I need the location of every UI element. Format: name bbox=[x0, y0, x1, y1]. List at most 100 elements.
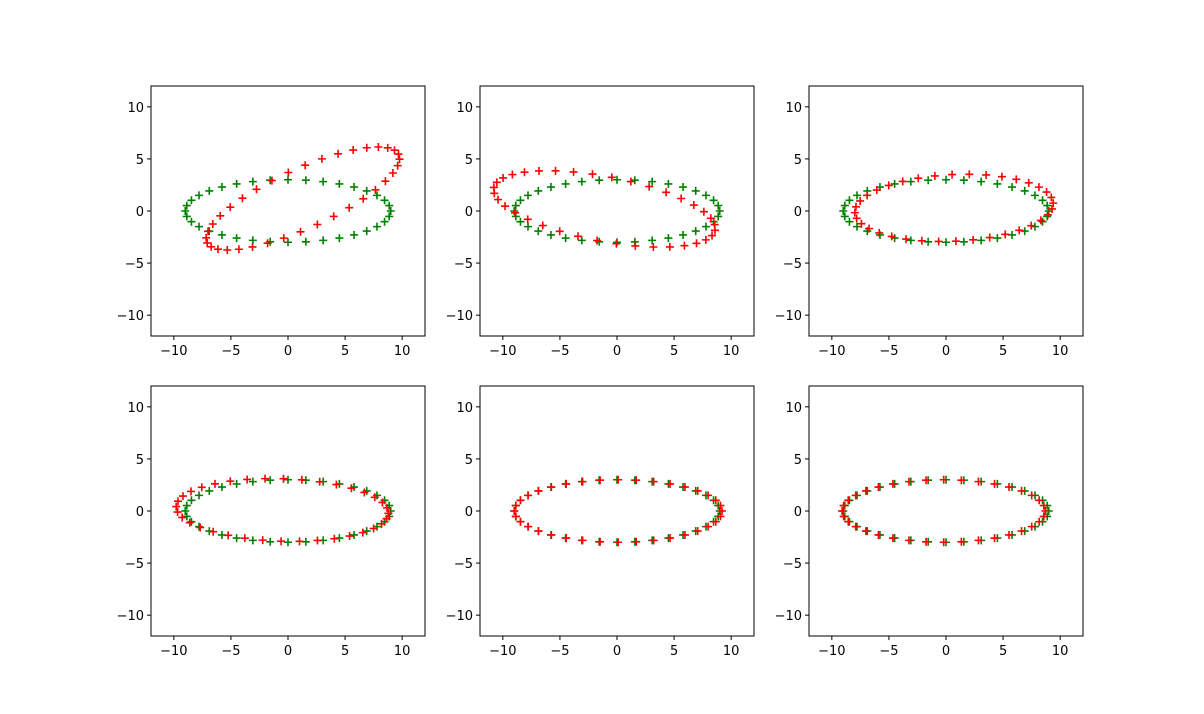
data-point bbox=[534, 186, 543, 195]
subplot-2: −10 −5 0 5 10 −10 −5 0 5 10 bbox=[446, 85, 755, 359]
data-point bbox=[386, 207, 395, 215]
data-point bbox=[861, 527, 870, 536]
subplot-1: −10 −5 0 5 10 −10 −5 0 5 10 bbox=[117, 85, 426, 359]
data-point bbox=[561, 179, 570, 188]
data-point bbox=[1005, 530, 1014, 539]
y-tick-label: 5 bbox=[136, 453, 144, 468]
data-point bbox=[693, 486, 702, 495]
data-point bbox=[1036, 216, 1045, 225]
data-point bbox=[284, 168, 293, 177]
x-tick-label: −10 bbox=[818, 644, 845, 659]
data-point bbox=[329, 212, 338, 221]
data-point bbox=[875, 228, 884, 237]
data-point bbox=[691, 186, 700, 195]
data-point bbox=[861, 486, 870, 495]
data-point bbox=[711, 517, 720, 526]
data-point bbox=[267, 176, 276, 185]
data-point bbox=[573, 232, 582, 241]
y-tick-label: −10 bbox=[775, 309, 802, 324]
data-point bbox=[969, 235, 978, 244]
data-point bbox=[555, 227, 564, 236]
data-point bbox=[226, 477, 235, 486]
data-point bbox=[232, 479, 241, 488]
data-point bbox=[362, 186, 371, 195]
data-point bbox=[850, 208, 859, 217]
data-point bbox=[704, 522, 713, 531]
data-point bbox=[939, 475, 948, 484]
data-point bbox=[714, 201, 723, 210]
subplot-6: −10 −5 0 5 10 −10 −5 0 5 10 bbox=[775, 385, 1084, 659]
y-tick-label: 0 bbox=[136, 505, 144, 520]
y-tick-label: −10 bbox=[775, 609, 802, 624]
data-point bbox=[906, 177, 915, 186]
data-point bbox=[217, 483, 226, 492]
data-point bbox=[277, 537, 286, 546]
data-point bbox=[857, 219, 866, 228]
data-point bbox=[626, 177, 635, 186]
data-point bbox=[844, 496, 853, 505]
data-point bbox=[710, 220, 719, 229]
data-point bbox=[1043, 201, 1052, 210]
data-point bbox=[547, 530, 556, 539]
data-point bbox=[347, 484, 356, 493]
data-point bbox=[181, 207, 190, 215]
data-point bbox=[234, 245, 243, 254]
data-point bbox=[1008, 230, 1017, 239]
y-tick-label: −5 bbox=[454, 557, 473, 572]
data-point bbox=[839, 207, 848, 215]
data-point bbox=[851, 491, 860, 500]
data-point bbox=[924, 237, 933, 246]
data-point bbox=[948, 170, 957, 179]
data-point bbox=[388, 168, 397, 177]
data-point bbox=[593, 236, 602, 245]
data-point bbox=[942, 175, 950, 184]
y-tick-label: 5 bbox=[136, 153, 144, 168]
data-point bbox=[523, 215, 532, 224]
data-point bbox=[516, 496, 525, 505]
data-point bbox=[613, 175, 621, 184]
x-tick-label: 5 bbox=[670, 344, 678, 359]
x-tick-label: 10 bbox=[394, 644, 411, 659]
data-point bbox=[680, 530, 689, 539]
data-point bbox=[632, 537, 641, 546]
data-point bbox=[182, 512, 191, 521]
y-tick-label: 5 bbox=[794, 453, 802, 468]
data-point bbox=[349, 146, 358, 155]
x-tick-label: −5 bbox=[550, 644, 569, 659]
data-point bbox=[1005, 483, 1014, 492]
data-point bbox=[205, 186, 214, 195]
data-point bbox=[258, 536, 267, 545]
data-point bbox=[248, 242, 257, 251]
data-point bbox=[699, 207, 708, 216]
data-point bbox=[856, 196, 865, 205]
data-point bbox=[1038, 196, 1047, 205]
data-point bbox=[839, 512, 848, 521]
data-point bbox=[501, 202, 510, 211]
data-point bbox=[186, 487, 195, 496]
data-point bbox=[187, 517, 196, 526]
data-point bbox=[595, 176, 604, 185]
data-point bbox=[942, 238, 950, 247]
data-point bbox=[1015, 226, 1024, 235]
data-point bbox=[569, 167, 578, 176]
data-point bbox=[1027, 522, 1036, 531]
data-point bbox=[252, 185, 261, 194]
data-point bbox=[551, 166, 560, 175]
data-point bbox=[993, 179, 1002, 188]
data-point bbox=[174, 497, 183, 506]
data-point bbox=[362, 527, 371, 536]
x-tick-label: −5 bbox=[221, 644, 240, 659]
data-point bbox=[664, 179, 673, 188]
data-point bbox=[922, 476, 931, 485]
data-point bbox=[959, 237, 968, 246]
data-point bbox=[385, 201, 394, 210]
data-point bbox=[1039, 501, 1048, 510]
data-point bbox=[898, 177, 907, 186]
data-point bbox=[982, 170, 991, 179]
data-point bbox=[508, 170, 517, 179]
data-point bbox=[204, 227, 213, 236]
data-point bbox=[872, 186, 881, 195]
data-point bbox=[534, 486, 543, 495]
data-point bbox=[524, 191, 533, 200]
data-point bbox=[680, 241, 689, 250]
